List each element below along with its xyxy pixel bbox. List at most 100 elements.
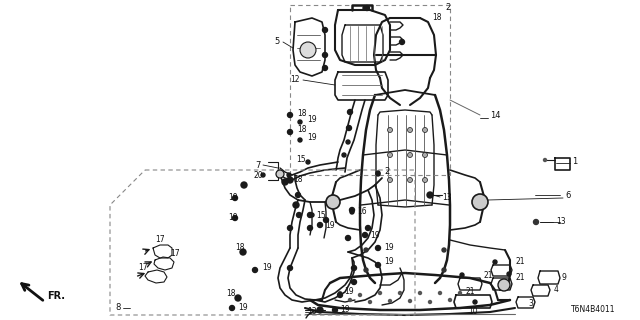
Circle shape xyxy=(253,268,257,273)
Circle shape xyxy=(408,127,413,132)
Text: 12: 12 xyxy=(290,76,300,84)
Text: 19: 19 xyxy=(340,306,349,315)
Circle shape xyxy=(287,177,293,183)
Circle shape xyxy=(387,127,392,132)
Circle shape xyxy=(287,113,292,117)
Text: 15: 15 xyxy=(296,156,306,164)
Circle shape xyxy=(306,160,310,164)
Circle shape xyxy=(317,307,323,313)
Circle shape xyxy=(298,120,302,124)
Circle shape xyxy=(323,66,328,70)
Circle shape xyxy=(364,268,368,272)
Circle shape xyxy=(298,138,302,142)
Circle shape xyxy=(276,170,284,178)
Text: 1: 1 xyxy=(572,157,577,166)
Text: 18: 18 xyxy=(226,289,236,298)
Circle shape xyxy=(376,262,381,268)
Circle shape xyxy=(287,266,292,270)
Circle shape xyxy=(282,179,288,185)
Text: 19: 19 xyxy=(228,213,237,222)
Circle shape xyxy=(307,226,312,230)
Text: 13: 13 xyxy=(556,218,566,227)
Circle shape xyxy=(458,292,461,294)
Text: 16: 16 xyxy=(357,207,367,217)
Circle shape xyxy=(287,226,292,230)
Circle shape xyxy=(326,195,340,209)
Circle shape xyxy=(422,153,428,157)
Circle shape xyxy=(323,52,328,58)
Text: 17: 17 xyxy=(138,263,148,273)
Circle shape xyxy=(310,213,314,217)
Circle shape xyxy=(493,260,497,264)
Circle shape xyxy=(230,306,234,310)
Text: 2: 2 xyxy=(384,167,389,177)
Text: 4: 4 xyxy=(554,285,559,294)
Circle shape xyxy=(387,178,392,182)
Circle shape xyxy=(348,109,353,115)
Circle shape xyxy=(427,192,433,198)
Circle shape xyxy=(232,196,237,201)
Circle shape xyxy=(507,272,511,276)
Text: 18: 18 xyxy=(432,13,442,22)
Text: FR.: FR. xyxy=(47,291,65,301)
Circle shape xyxy=(235,295,241,301)
Circle shape xyxy=(351,279,356,284)
Text: 19: 19 xyxy=(344,287,354,297)
Circle shape xyxy=(349,207,355,212)
Text: 2: 2 xyxy=(445,4,451,12)
Circle shape xyxy=(300,42,316,58)
Circle shape xyxy=(369,300,371,303)
Circle shape xyxy=(534,220,538,225)
Circle shape xyxy=(473,300,477,304)
Text: 19: 19 xyxy=(384,244,394,252)
Text: 10: 10 xyxy=(468,308,477,316)
Circle shape xyxy=(399,292,401,294)
Circle shape xyxy=(442,248,446,252)
Circle shape xyxy=(376,172,380,176)
Text: 19: 19 xyxy=(238,303,248,313)
Circle shape xyxy=(358,293,362,297)
Circle shape xyxy=(350,210,354,214)
Circle shape xyxy=(449,299,451,301)
Circle shape xyxy=(241,182,247,188)
Circle shape xyxy=(362,233,367,237)
Circle shape xyxy=(472,194,488,210)
Circle shape xyxy=(363,6,367,10)
Text: 3: 3 xyxy=(528,299,533,308)
Circle shape xyxy=(388,300,392,302)
Circle shape xyxy=(442,268,446,272)
Circle shape xyxy=(317,222,323,228)
Circle shape xyxy=(337,292,342,298)
Circle shape xyxy=(460,273,464,277)
Text: 9: 9 xyxy=(562,273,567,282)
Text: 18: 18 xyxy=(297,108,307,117)
Text: 19: 19 xyxy=(228,194,237,203)
Circle shape xyxy=(351,266,356,270)
Text: 21: 21 xyxy=(515,274,525,283)
Text: 19: 19 xyxy=(384,258,394,267)
Circle shape xyxy=(387,153,392,157)
Text: 17: 17 xyxy=(155,236,164,244)
Circle shape xyxy=(408,178,413,182)
Text: 13: 13 xyxy=(442,194,452,203)
Circle shape xyxy=(349,299,351,301)
Circle shape xyxy=(333,308,337,313)
Text: 6: 6 xyxy=(565,190,570,199)
Text: 19: 19 xyxy=(325,220,335,229)
Text: 19: 19 xyxy=(370,230,380,239)
Circle shape xyxy=(346,236,351,241)
Circle shape xyxy=(498,279,510,291)
Text: 21: 21 xyxy=(483,270,493,279)
Circle shape xyxy=(287,173,291,177)
Text: 19: 19 xyxy=(262,263,271,273)
Circle shape xyxy=(364,248,368,252)
Circle shape xyxy=(232,215,237,220)
Text: 18: 18 xyxy=(293,175,303,185)
Circle shape xyxy=(376,245,381,251)
Circle shape xyxy=(307,212,312,218)
Circle shape xyxy=(419,292,422,294)
Circle shape xyxy=(339,292,342,294)
Circle shape xyxy=(365,5,369,11)
Circle shape xyxy=(287,130,292,134)
Text: 14: 14 xyxy=(490,110,500,119)
